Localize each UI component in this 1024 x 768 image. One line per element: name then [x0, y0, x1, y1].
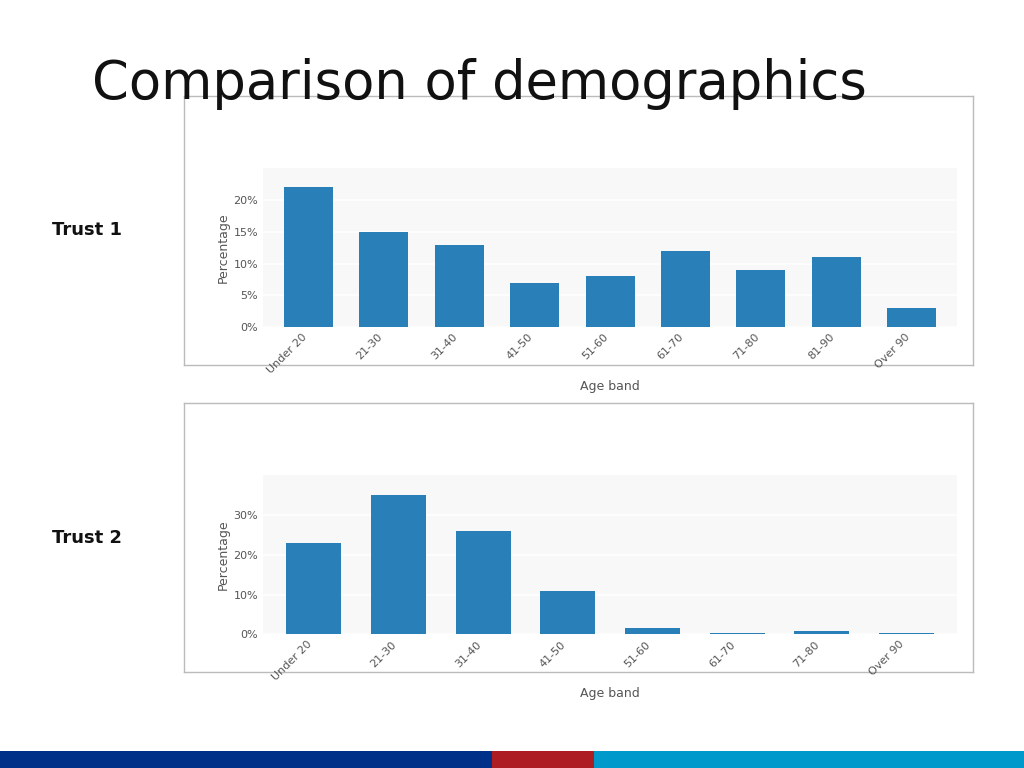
- Bar: [435, 244, 483, 327]
- Bar: [359, 232, 409, 327]
- Text: Comparison of demographics: Comparison of demographics: [92, 58, 867, 110]
- Bar: [456, 531, 511, 634]
- Bar: [662, 251, 710, 327]
- Y-axis label: Percentage: Percentage: [216, 213, 229, 283]
- Bar: [492, 751, 594, 768]
- Y-axis label: Percentage: Percentage: [216, 520, 229, 590]
- Bar: [594, 751, 1024, 768]
- Bar: [287, 543, 341, 634]
- Bar: [812, 257, 861, 327]
- Bar: [541, 591, 595, 634]
- Bar: [625, 628, 680, 634]
- X-axis label: Age band: Age band: [581, 379, 640, 392]
- X-axis label: Age band: Age band: [581, 687, 640, 700]
- Bar: [710, 633, 765, 634]
- Bar: [736, 270, 785, 327]
- Text: Age distribution of Emergency Department attendances: Age distribution of Emergency Department…: [197, 413, 608, 428]
- Bar: [879, 633, 934, 634]
- Bar: [586, 276, 635, 327]
- Bar: [510, 283, 559, 327]
- Bar: [371, 495, 426, 634]
- Bar: [0, 751, 492, 768]
- Text: Trust 1: Trust 1: [52, 221, 122, 240]
- Bar: [795, 631, 849, 634]
- Bar: [284, 187, 333, 327]
- Bar: [887, 308, 936, 327]
- Text: Age distribution of Emergency Department attendances: Age distribution of Emergency Department…: [197, 106, 608, 121]
- Text: Trust 2: Trust 2: [52, 528, 122, 547]
